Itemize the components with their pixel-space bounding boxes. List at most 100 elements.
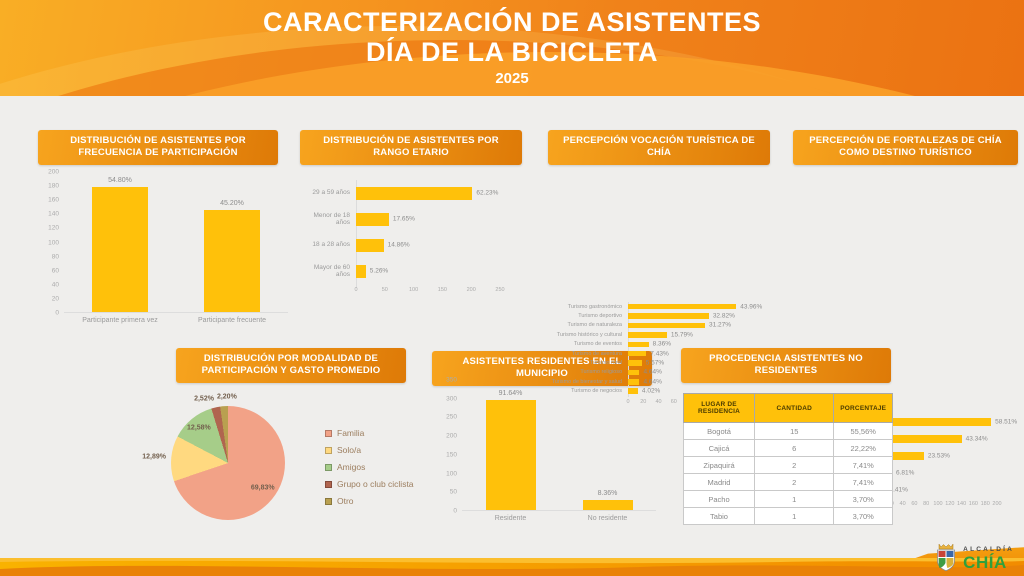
category-label: 18 a 28 años bbox=[312, 241, 350, 249]
axis-line bbox=[628, 302, 629, 397]
category-label: Menor de 18 años bbox=[313, 211, 351, 226]
value-label: 7.43% bbox=[650, 350, 669, 358]
category-label: Turismo deportivo bbox=[578, 313, 622, 320]
bar-track: 7.43% bbox=[628, 350, 750, 358]
value-label: 45.20% bbox=[220, 199, 244, 207]
legend-label: Grupo o club ciclista bbox=[337, 479, 414, 489]
bar bbox=[356, 212, 389, 226]
axis-line bbox=[356, 180, 357, 288]
pie-legend: Familia Solo/a Amigos Grupo o club ciclista… bbox=[325, 428, 414, 506]
value-label: 58.51% bbox=[995, 418, 1018, 425]
bar bbox=[356, 264, 366, 278]
table-procedencia: LUGAR DE RESIDENCIA CANTIDAD PORCENTAJE Bog… bbox=[682, 393, 893, 525]
bar-row: Turismo de bienestar y salud 4.64% bbox=[548, 377, 778, 386]
axis-tick: 350 bbox=[446, 376, 457, 384]
bar bbox=[879, 434, 962, 443]
panel-title-modalidad: DISTRIBUCIÓN POR MODALIDAD DE PARTICIPAC… bbox=[176, 348, 406, 383]
table-cell: Bogotá bbox=[682, 422, 756, 440]
table-row: Tabio 1 3,70% bbox=[682, 507, 893, 525]
pie-slice-label: 2,20% bbox=[216, 393, 237, 401]
category-label: Turismo histórico y cultural bbox=[556, 331, 622, 338]
category-label: Turismo de aventura bbox=[571, 350, 622, 357]
panel-title-vocacion: PERCEPCIÓN VOCACIÓN TURÍSTICA DE CHÍA bbox=[548, 130, 770, 165]
value-label: 23.53% bbox=[927, 452, 950, 459]
footer-band bbox=[0, 558, 1024, 576]
bar-row: Turismo gastronómico 43.96% bbox=[548, 302, 778, 311]
bar bbox=[485, 400, 536, 510]
legend-swatch bbox=[325, 463, 332, 471]
pie-graphic bbox=[171, 406, 285, 520]
value-label: 15.79% bbox=[670, 331, 693, 339]
value-label: 4.64% bbox=[643, 368, 662, 376]
bar bbox=[628, 360, 642, 366]
bar-track: 43.96% bbox=[628, 303, 762, 310]
bar-track: 43.34% bbox=[879, 434, 997, 443]
axis-tick: 0 bbox=[626, 398, 630, 405]
logo-alcaldia-text: ALCALDÍA bbox=[963, 545, 1014, 553]
bar-row: Mayor de 60 años 5.26% bbox=[300, 258, 532, 284]
category-label: Participante frecuente bbox=[197, 317, 267, 324]
axis-tick: 40 bbox=[899, 501, 906, 507]
chart-rango-etario: 29 a 59 años 62.23% Menor de 18 años 17.65%… bbox=[300, 180, 532, 298]
bar bbox=[356, 238, 384, 252]
axis-tick: 150 bbox=[446, 451, 457, 459]
legend-swatch bbox=[325, 429, 332, 437]
table-body: Bogotá 15 55,56% Cajicá 6 22,22% Zipaquirá 2 7,4… bbox=[682, 422, 893, 525]
axis-tick: 120 bbox=[945, 501, 955, 507]
legend-item: Grupo o club ciclista bbox=[325, 479, 414, 489]
bar-group: 45.20% bbox=[176, 172, 288, 312]
legend-label: Solo/a bbox=[337, 445, 362, 455]
table-row: Zipaquirá 2 7,41% bbox=[682, 456, 893, 474]
bar-row: Turismo de negocios 4.02% bbox=[548, 387, 778, 396]
axis-tick: 200 bbox=[992, 501, 1002, 507]
bar-track: 23.53% bbox=[879, 451, 997, 460]
value-label: 8.36% bbox=[652, 340, 672, 348]
legend-item: Otro bbox=[325, 496, 414, 506]
bar-row: 29 a 59 años 62.23% bbox=[300, 180, 532, 206]
alcaldia-chia-logo: ALCALDÍA CHÍA bbox=[934, 543, 1014, 573]
axis-tick: 250 bbox=[446, 413, 457, 421]
axis-tick: 80 bbox=[51, 253, 59, 261]
bar-track: 3.41% bbox=[879, 485, 997, 494]
category-label: 29 a 59 años bbox=[312, 189, 350, 197]
axis-tick: 60 bbox=[51, 267, 59, 275]
value-label: 32.82% bbox=[712, 312, 735, 320]
axis-tick: 0 bbox=[55, 309, 59, 317]
bar bbox=[628, 313, 709, 319]
bars-area: 54.80% 45.20% bbox=[64, 172, 288, 313]
bar-row: Turismo rural 5.57% bbox=[548, 358, 778, 367]
table-cell: 22,22% bbox=[833, 439, 893, 457]
axis-tick: 0 bbox=[453, 507, 457, 515]
legend-label: Otro bbox=[337, 496, 354, 506]
y-axis: 0 50 100 150 200 250 300 350 bbox=[438, 376, 462, 515]
axis-tick: 160 bbox=[48, 196, 59, 204]
bar bbox=[628, 303, 737, 310]
plot-area: 0 50 100 150 200 250 300 350 91.64% 8.36% bbox=[438, 376, 656, 515]
bar-track: 62.23% bbox=[356, 186, 500, 200]
bar-track: 4.64% bbox=[628, 378, 750, 385]
axis-tick: 160 bbox=[968, 501, 978, 507]
x-axis: Residente No residente bbox=[462, 511, 656, 522]
bar-track: 58.51% bbox=[879, 417, 1017, 426]
page-title-year: 2025 bbox=[495, 69, 529, 87]
bar-track: 5.57% bbox=[628, 360, 750, 367]
value-label: 62.23% bbox=[476, 189, 499, 197]
legend-label: Amigos bbox=[337, 462, 366, 472]
category-label: Turismo de eventos bbox=[573, 341, 622, 348]
legend-swatch bbox=[325, 497, 332, 505]
axis-tick: 140 bbox=[957, 501, 967, 507]
bar-track: 8.36% bbox=[628, 340, 750, 348]
table-cell: 2 bbox=[754, 456, 835, 474]
bar-track: 5.26% bbox=[356, 264, 500, 278]
chia-shield-icon bbox=[937, 543, 956, 572]
value-label: 8.36% bbox=[597, 489, 618, 497]
plot-area: 0 20 40 60 80 100 120 140 160 180 200 54.80% 45.20% bbox=[40, 169, 288, 317]
bar-track: 14.86% bbox=[356, 238, 500, 252]
bar bbox=[628, 322, 705, 329]
table-cell: Zipaquirá bbox=[682, 456, 756, 474]
panel-title-frecuencia: DISTRIBUCIÓN DE ASISTENTES POR FRECUENCI… bbox=[38, 130, 278, 165]
category-label: Turismo rural bbox=[589, 360, 622, 367]
legend-label: Familia bbox=[337, 428, 365, 438]
axis-tick: 40 bbox=[51, 281, 59, 289]
